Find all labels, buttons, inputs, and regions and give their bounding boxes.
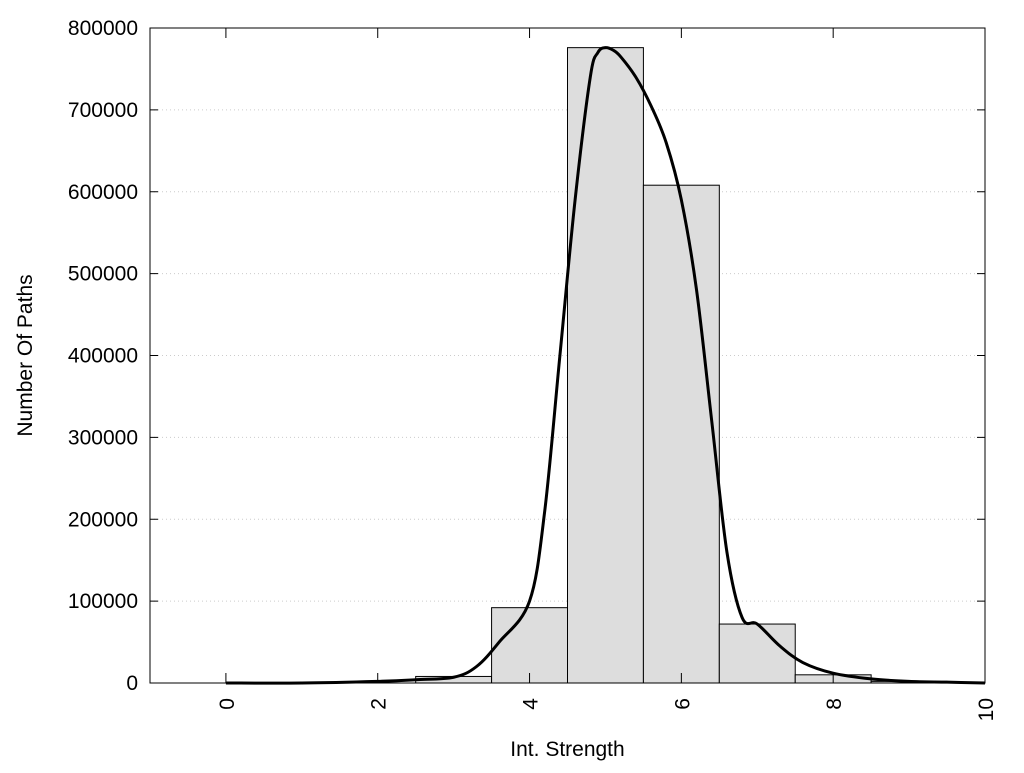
y-tick-label: 200000 [68, 508, 138, 531]
x-tick-label: 4 [520, 698, 543, 710]
histogram-bar [567, 47, 644, 684]
curve-layer [225, 46, 986, 685]
y-axis-title: Number Of Paths [14, 274, 37, 436]
ticks-layer: 0 100000 200000 300000 400000 500000 600000 700… [68, 17, 998, 721]
histogram-bar [491, 607, 568, 684]
x-tick-label: 0 [216, 698, 239, 710]
distribution-curve [225, 46, 986, 685]
y-tick-label: 500000 [68, 263, 138, 286]
x-tick-label: 8 [823, 698, 846, 710]
y-tick-label: 400000 [68, 345, 138, 368]
x-axis-title: Int. Strength [510, 738, 624, 761]
y-tick-label: 700000 [68, 99, 138, 122]
histogram-bar [718, 623, 796, 684]
x-tick-label: 6 [671, 698, 694, 710]
y-tick-label: 800000 [68, 17, 138, 40]
histogram-bar [642, 184, 720, 684]
y-tick-label: 300000 [68, 426, 138, 449]
y-tick-label: 100000 [68, 590, 138, 613]
bars-layer [415, 47, 948, 684]
x-tick-label: 2 [368, 698, 391, 710]
y-tick-label: 0 [126, 672, 138, 695]
y-tick-label: 600000 [68, 181, 138, 204]
x-tick-label: 10 [975, 698, 998, 721]
